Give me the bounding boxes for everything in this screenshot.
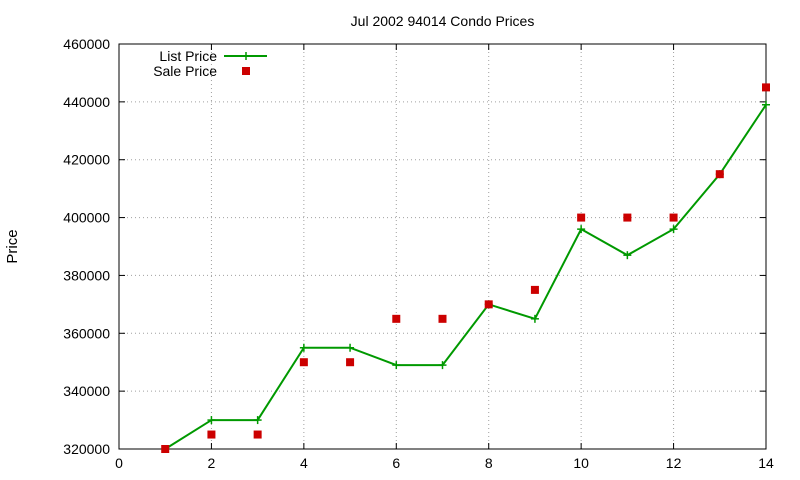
legend-key-list-price <box>224 52 267 60</box>
plot-frame <box>118 43 767 450</box>
y-tick-label: 340000 <box>63 383 110 399</box>
list-price-point <box>577 225 586 234</box>
y-tick-label: 420000 <box>63 152 110 168</box>
x-tick-label: 6 <box>392 455 400 471</box>
y-axis-tick-labels: 320000 340000 360000 380000 400000 420000 4400… <box>63 36 110 457</box>
sale-price-point <box>715 170 724 179</box>
sale-price-point <box>530 285 539 294</box>
list-price-point <box>299 343 308 352</box>
x-tick-label: 10 <box>573 455 589 471</box>
x-tick-label: 0 <box>115 455 123 471</box>
sale-price-point <box>484 300 493 309</box>
legend: List Price Sale Price <box>153 48 267 79</box>
list-price-point <box>346 343 355 352</box>
list-price-point <box>762 100 770 109</box>
list-price-point <box>207 416 216 425</box>
list-price-point <box>623 251 632 260</box>
x-axis-tick-labels: 0 2 4 6 8 10 12 14 <box>115 455 774 471</box>
y-tick-label: 460000 <box>63 36 110 52</box>
list-price-point <box>253 416 262 425</box>
list-price-point <box>392 361 401 370</box>
legend-key-sale-price <box>242 67 250 75</box>
sale-price-point <box>346 358 355 367</box>
sale-price-point <box>577 213 586 222</box>
tick-marks <box>118 43 767 450</box>
sale-price-point <box>253 430 262 439</box>
list-price-point <box>438 361 447 370</box>
legend-label-list-price: List Price <box>159 48 217 64</box>
sale-price-point <box>161 445 170 453</box>
chart-title: Jul 2002 94014 Condo Prices <box>351 13 535 29</box>
sale-price-point <box>762 83 770 92</box>
list-price-point <box>530 314 539 323</box>
list-price-point <box>669 225 678 234</box>
y-tick-label: 380000 <box>63 267 110 283</box>
x-tick-label: 2 <box>208 455 216 471</box>
x-tick-label: 4 <box>300 455 308 471</box>
grid-lines <box>119 44 766 449</box>
y-axis-label: Price <box>4 229 21 263</box>
y-tick-label: 400000 <box>63 210 110 226</box>
legend-square-sale-price <box>242 67 250 75</box>
y-tick-label: 320000 <box>63 441 110 457</box>
x-tick-label: 14 <box>758 455 774 471</box>
sale-price-point <box>392 314 401 323</box>
legend-label-sale-price: Sale Price <box>153 63 217 79</box>
data-series <box>161 83 770 453</box>
sale-price-point <box>299 358 308 367</box>
sale-price-point <box>207 430 216 439</box>
y-tick-label: 440000 <box>63 94 110 110</box>
x-tick-label: 12 <box>666 455 682 471</box>
sale-price-point <box>438 314 447 323</box>
x-tick-label: 8 <box>485 455 493 471</box>
sale-price-point <box>669 213 678 222</box>
y-tick-label: 360000 <box>63 325 110 341</box>
sale-price-point <box>623 213 632 222</box>
series-line-list-price <box>164 104 767 450</box>
